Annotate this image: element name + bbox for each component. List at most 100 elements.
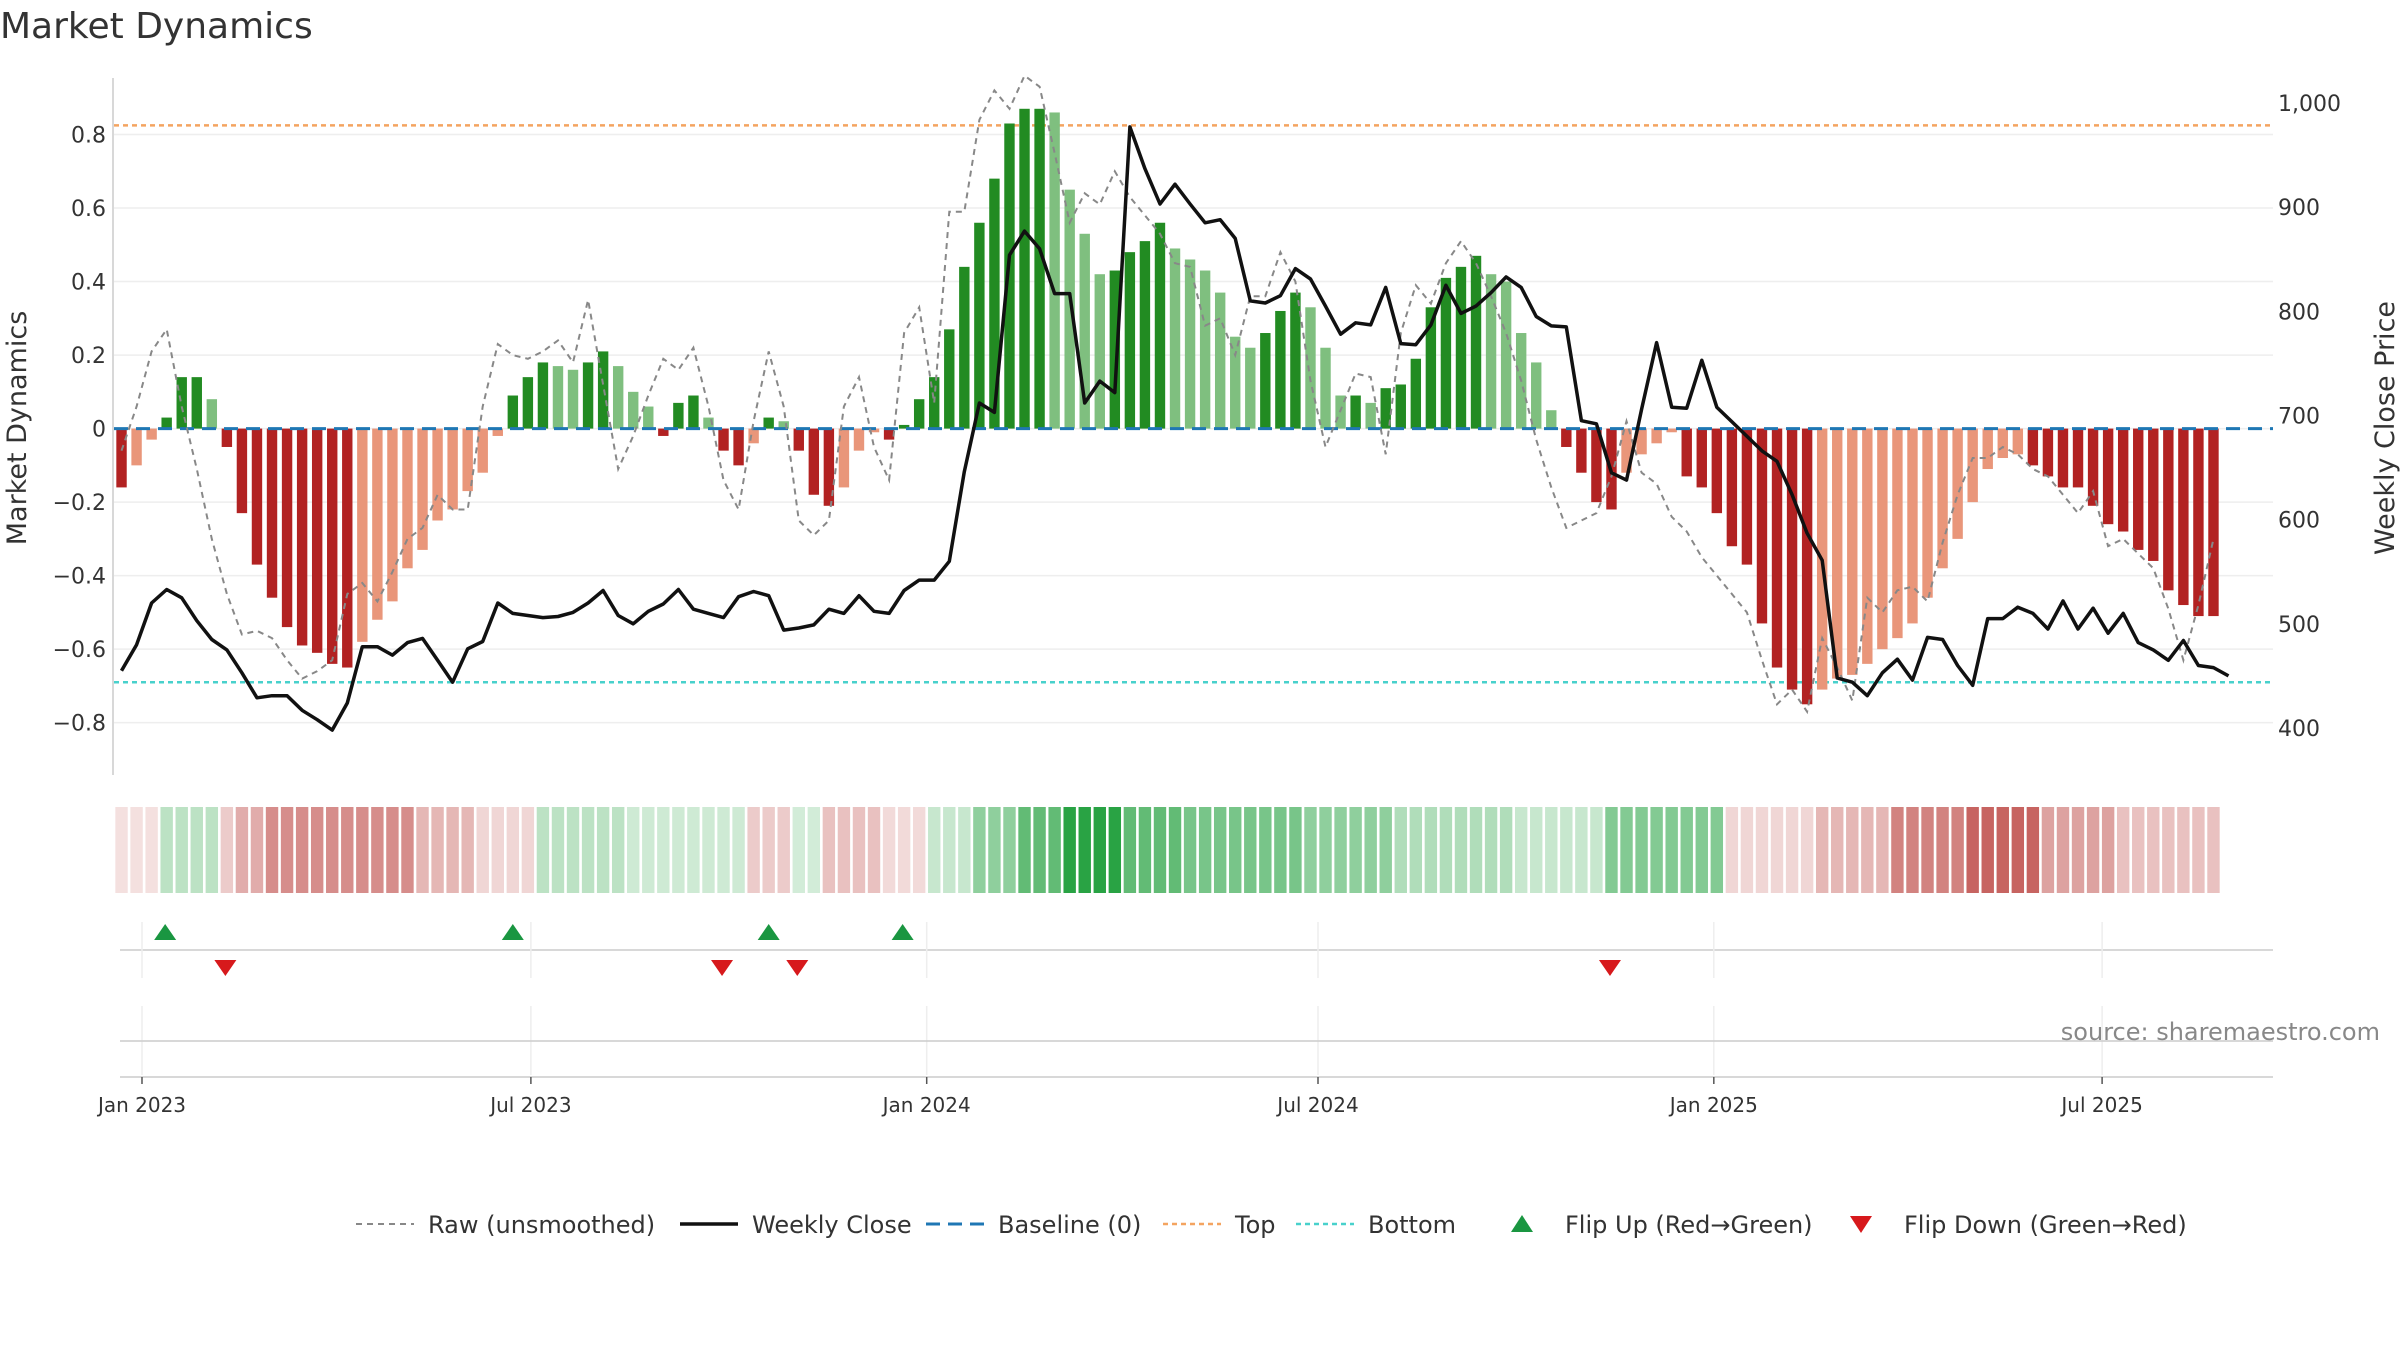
dynamics-bar xyxy=(1214,292,1226,429)
state-cell xyxy=(1123,807,1137,893)
dynamics-bar xyxy=(251,428,263,565)
flip-down-marker xyxy=(711,960,734,976)
dynamics-bar xyxy=(1380,388,1391,429)
state-cell xyxy=(1213,807,1227,893)
dynamics-bar xyxy=(853,428,865,451)
legend-item: Top xyxy=(1163,1211,1276,1239)
dynamics-bar xyxy=(146,428,157,440)
dynamics-bar xyxy=(1455,266,1467,429)
state-cell xyxy=(220,807,234,893)
state-cell xyxy=(973,807,986,893)
state-cell xyxy=(1966,807,1979,893)
state-cell xyxy=(717,807,730,893)
left-tick-label: −0.4 xyxy=(53,565,106,590)
state-cell xyxy=(506,807,520,893)
dynamics-bar xyxy=(913,399,925,429)
state-cell xyxy=(341,807,354,893)
dynamics-bar xyxy=(1591,428,1602,503)
dynamics-bar xyxy=(868,428,880,433)
dynamics-bar xyxy=(492,428,503,436)
dynamics-bar xyxy=(1470,255,1482,429)
right-axis-ticks: 1,000 900 800 700 600 500 400 xyxy=(2278,92,2341,742)
dynamics-bar xyxy=(1651,428,1662,444)
dynamics-bar xyxy=(1395,384,1406,429)
state-cell xyxy=(596,807,610,893)
dynamics-bar xyxy=(643,406,654,429)
state-cell xyxy=(1815,807,1829,893)
dynamics-bar xyxy=(1937,428,1948,569)
dynamics-bar xyxy=(628,391,639,429)
state-cell xyxy=(1740,807,1754,893)
dynamics-bar xyxy=(1771,428,1783,668)
state-cell xyxy=(2026,807,2040,893)
state-cell xyxy=(1183,807,1197,893)
right-axis-title: Weekly Close Price xyxy=(2370,301,2400,555)
state-cell xyxy=(852,807,866,893)
source-note: source: sharemaestro.com xyxy=(2061,1018,2380,1046)
state-cell xyxy=(1620,807,1633,893)
dynamics-bar xyxy=(537,362,549,429)
legend-label: Weekly Close xyxy=(752,1211,912,1239)
state-cell xyxy=(1108,807,1122,893)
state-cell xyxy=(1063,807,1076,893)
state-cell xyxy=(747,807,760,893)
state-cell xyxy=(807,807,821,893)
dynamics-bar xyxy=(688,395,699,429)
state-cell xyxy=(1861,807,1874,893)
dynamics-bar xyxy=(206,399,218,429)
state-cell xyxy=(928,807,941,893)
legend-swatch xyxy=(1850,1216,1872,1233)
dynamics-bar xyxy=(2148,428,2159,561)
state-cell xyxy=(581,807,595,893)
dynamics-bar xyxy=(447,428,458,510)
state-cell xyxy=(1514,807,1528,893)
left-tick-label: 0.4 xyxy=(71,271,106,296)
state-cell xyxy=(1349,807,1362,893)
dynamics-bar xyxy=(883,428,895,440)
dynamics-bar xyxy=(1425,307,1437,429)
dynamics-bar xyxy=(342,428,353,668)
state-cell xyxy=(1891,807,1904,893)
state-cell xyxy=(958,807,971,893)
state-cell xyxy=(2147,807,2160,893)
dynamics-bar xyxy=(507,395,519,429)
state-cell xyxy=(882,807,896,893)
state-cell xyxy=(2056,807,2070,893)
dynamics-bar xyxy=(1320,347,1331,429)
right-tick-label: 500 xyxy=(2278,613,2320,638)
state-cell xyxy=(566,807,580,893)
dynamics-bar xyxy=(1365,402,1376,429)
dynamics-bar xyxy=(1636,428,1647,455)
dynamics-bar xyxy=(733,428,744,466)
state-cell xyxy=(280,807,294,893)
left-tick-label: −0.2 xyxy=(53,491,106,516)
state-cell xyxy=(611,807,625,893)
state-cell xyxy=(1785,807,1799,893)
state-cell xyxy=(386,807,399,893)
state-cell xyxy=(1530,807,1543,893)
state-cell xyxy=(702,807,715,893)
x-tick-label: Jul 2025 xyxy=(2059,1093,2142,1117)
dynamics-bar xyxy=(131,428,142,466)
dynamics-bar xyxy=(387,428,398,602)
dynamics-bar xyxy=(161,417,172,429)
flip-up-marker xyxy=(891,924,914,940)
dynamics-bar xyxy=(2117,428,2129,532)
raw-line xyxy=(120,74,2215,715)
dynamics-bar xyxy=(1019,108,1030,429)
dynamics-bar xyxy=(1726,428,1738,547)
state-cell xyxy=(943,807,956,893)
state-cell xyxy=(1334,807,1347,893)
dynamics-bar xyxy=(266,428,278,598)
dynamics-bar xyxy=(1877,428,1888,650)
dynamics-bar xyxy=(2208,428,2219,617)
state-cell xyxy=(867,807,881,893)
state-cell xyxy=(1033,807,1046,893)
left-axis-ticks: 0.8 0.6 0.4 0.2 0 −0.2 −0.4 −0.6 −0.8 xyxy=(53,124,106,737)
state-cell xyxy=(1138,807,1152,893)
state-cell xyxy=(1650,807,1663,893)
state-cell xyxy=(1289,807,1302,893)
state-cell xyxy=(235,807,249,893)
dynamics-bar xyxy=(567,369,579,429)
state-cell xyxy=(792,807,805,893)
